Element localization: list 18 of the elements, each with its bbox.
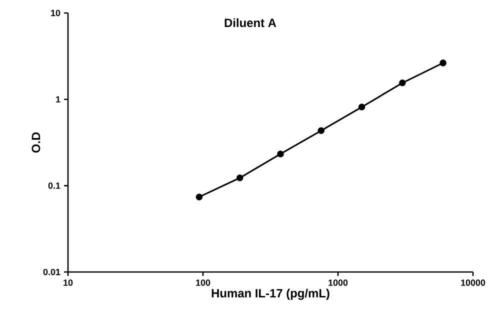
point [358, 104, 366, 110]
y-tick-label: 10 [51, 10, 60, 16]
point [440, 60, 446, 66]
x-axis-title: Human IL-17 (pg/mL) [212, 288, 330, 300]
point [277, 150, 284, 158]
point [236, 174, 244, 182]
y-axis-title: O.D [32, 132, 40, 153]
x-tick-label: 1000 [328, 280, 348, 286]
y-tick-label: 0.01 [43, 268, 60, 276]
point [318, 127, 325, 134]
x-tick-label: 10000 [461, 280, 486, 286]
x-tick-label: 100 [196, 280, 210, 286]
y-tick-label: 1 [56, 96, 60, 102]
y-tick-label: 0.1 [48, 182, 60, 189]
x-tick-label: 10 [64, 280, 73, 286]
chart-title: Diluent A [224, 18, 276, 28]
point [399, 80, 406, 86]
point [196, 194, 203, 200]
